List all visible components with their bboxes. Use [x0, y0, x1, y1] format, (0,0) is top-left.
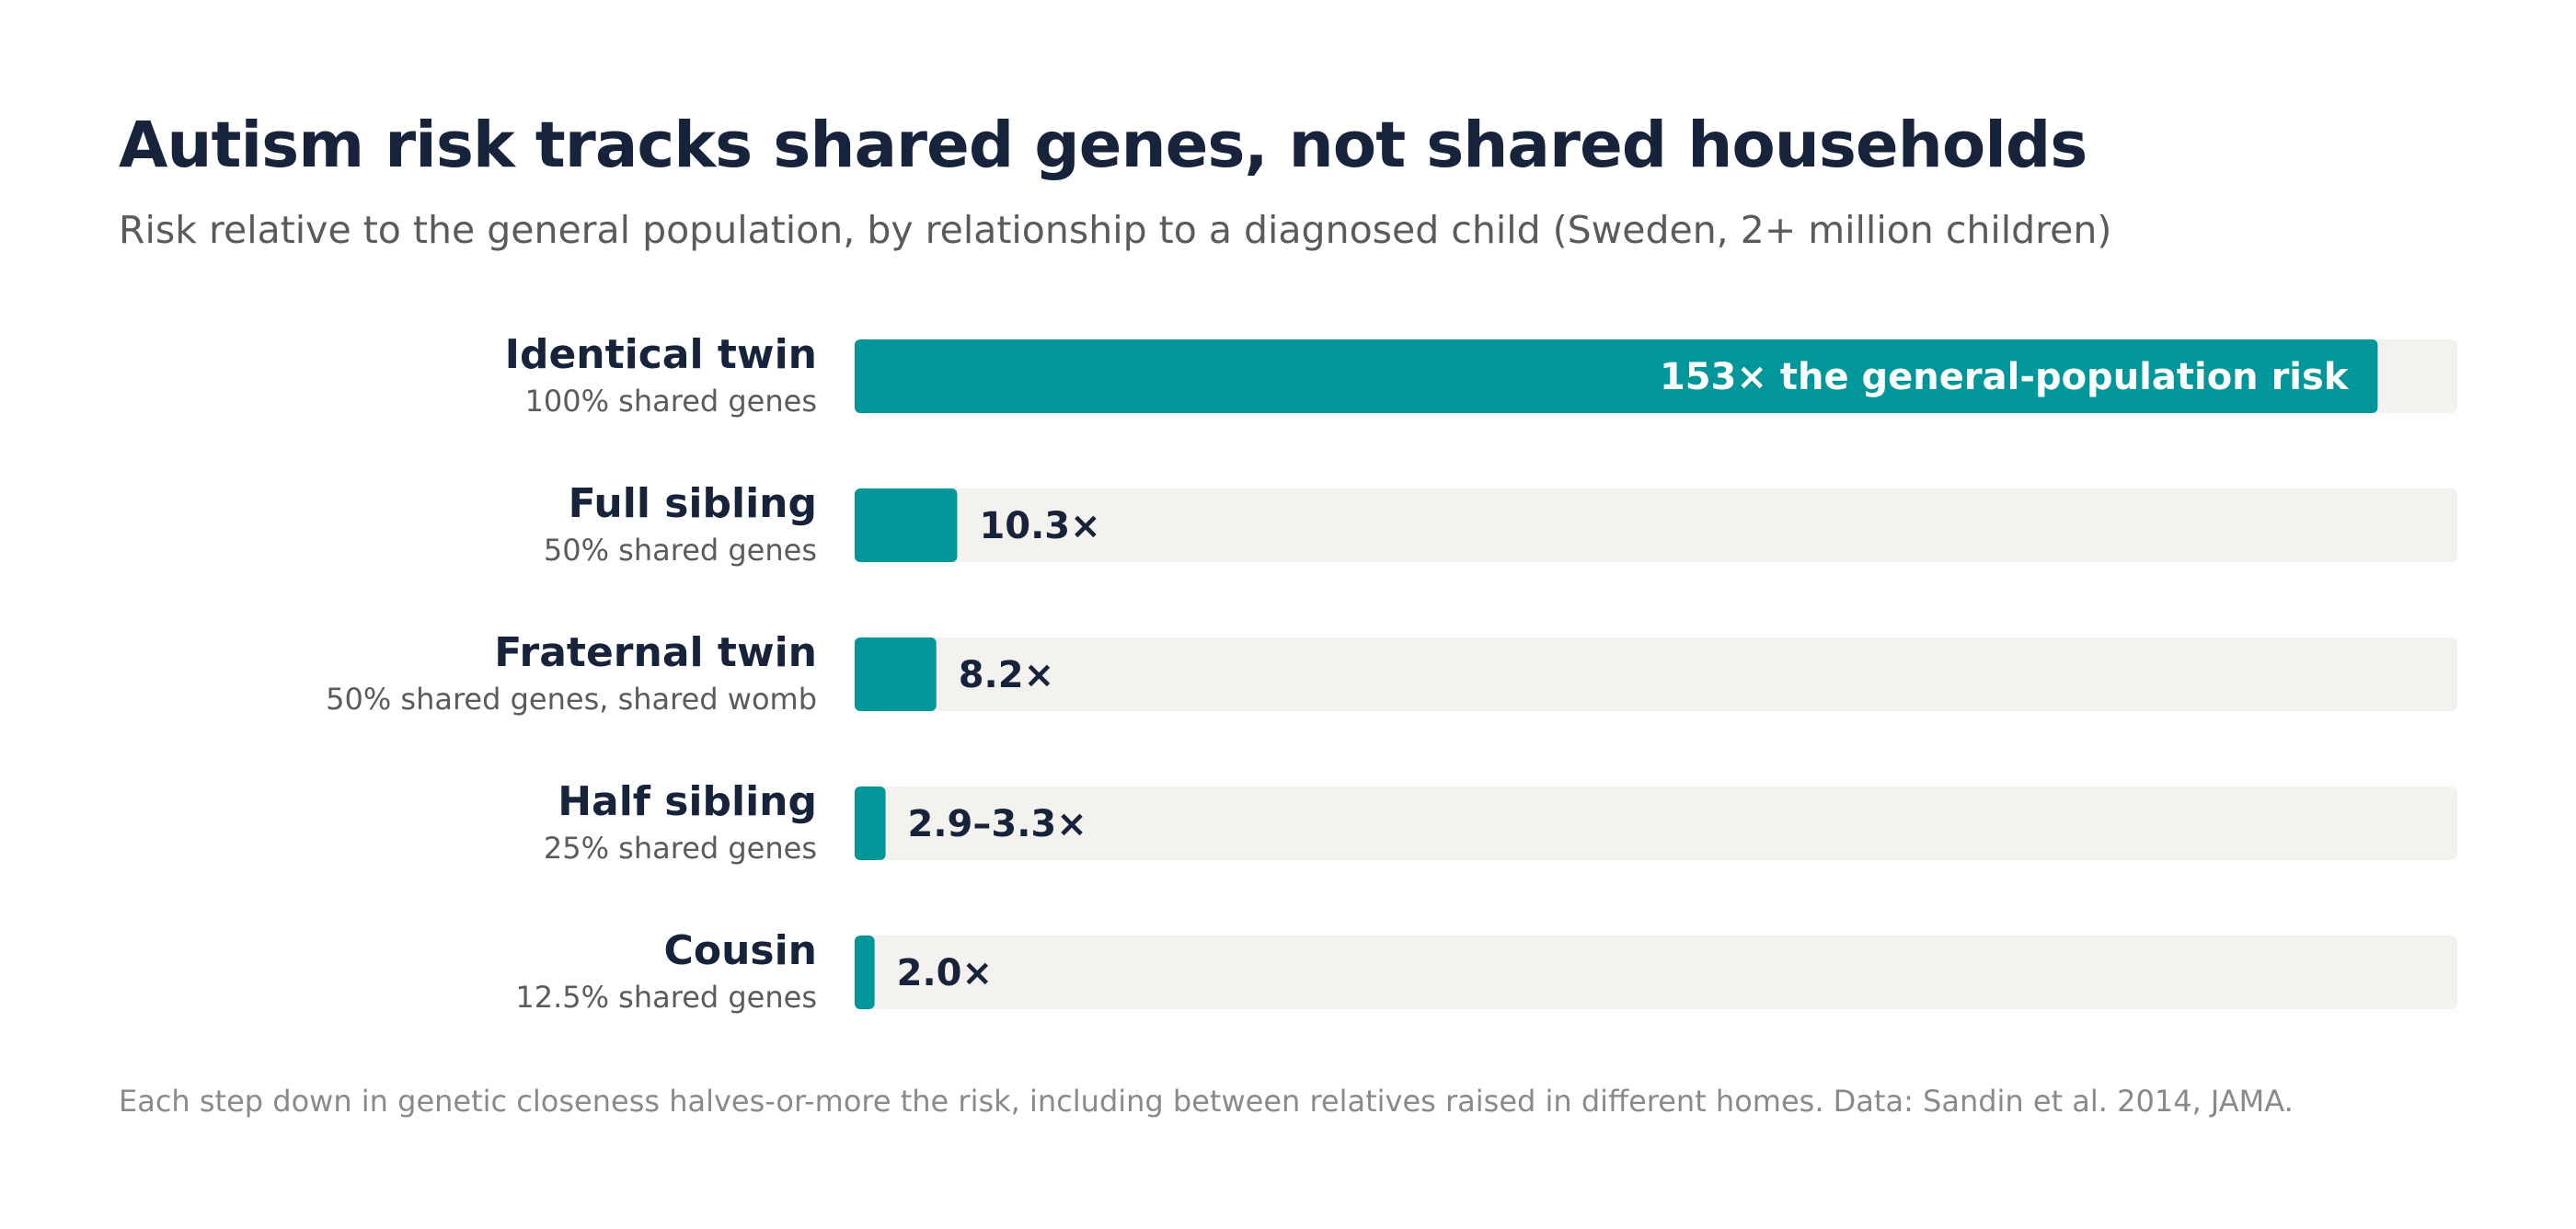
category-sublabel: 50% shared genes	[544, 533, 817, 568]
bar-row: Fraternal twin 50% shared genes, shared w…	[326, 629, 2457, 717]
value-label: 10.3×	[979, 505, 1100, 547]
bar-row: Full sibling 50% shared genes 10.3×	[544, 480, 2457, 568]
bar-row: Cousin 12.5% shared genes 2.0×	[515, 927, 2457, 1015]
category-label: Cousin	[664, 927, 817, 974]
value-label: 2.0×	[897, 952, 993, 994]
chart-title: Autism risk tracks shared genes, not sha…	[119, 109, 2087, 182]
bar-track	[855, 787, 2457, 860]
category-sublabel: 50% shared genes, shared womb	[326, 682, 817, 717]
value-label: 153× the general-population risk	[1660, 356, 2350, 398]
bar-row: Half sibling 25% shared genes 2.9–3.3×	[544, 778, 2457, 866]
category-label: Half sibling	[558, 778, 817, 825]
category-label: Fraternal twin	[494, 629, 817, 676]
category-sublabel: 12.5% shared genes	[515, 980, 817, 1015]
bar	[855, 488, 958, 562]
category-label: Identical twin	[505, 331, 817, 378]
bar-track	[855, 488, 2457, 562]
chart-footnote: Each step down in genetic closeness halv…	[119, 1084, 2294, 1119]
chart-subtitle: Risk relative to the general population,…	[119, 208, 2112, 252]
bar	[855, 637, 937, 711]
value-label: 2.9–3.3×	[908, 803, 1087, 845]
bar-rows: Identical twin 100% shared genes 153× the …	[326, 331, 2457, 1015]
bar-track	[855, 637, 2457, 711]
bar	[855, 787, 886, 860]
category-label: Full sibling	[569, 480, 817, 527]
category-sublabel: 25% shared genes	[544, 831, 817, 866]
bar-row: Identical twin 100% shared genes 153× the …	[505, 331, 2457, 419]
bar	[855, 339, 2378, 413]
bar	[855, 936, 875, 1009]
bar-track	[855, 936, 2457, 1009]
value-label: 8.2×	[959, 654, 1054, 696]
category-sublabel: 100% shared genes	[525, 384, 817, 419]
